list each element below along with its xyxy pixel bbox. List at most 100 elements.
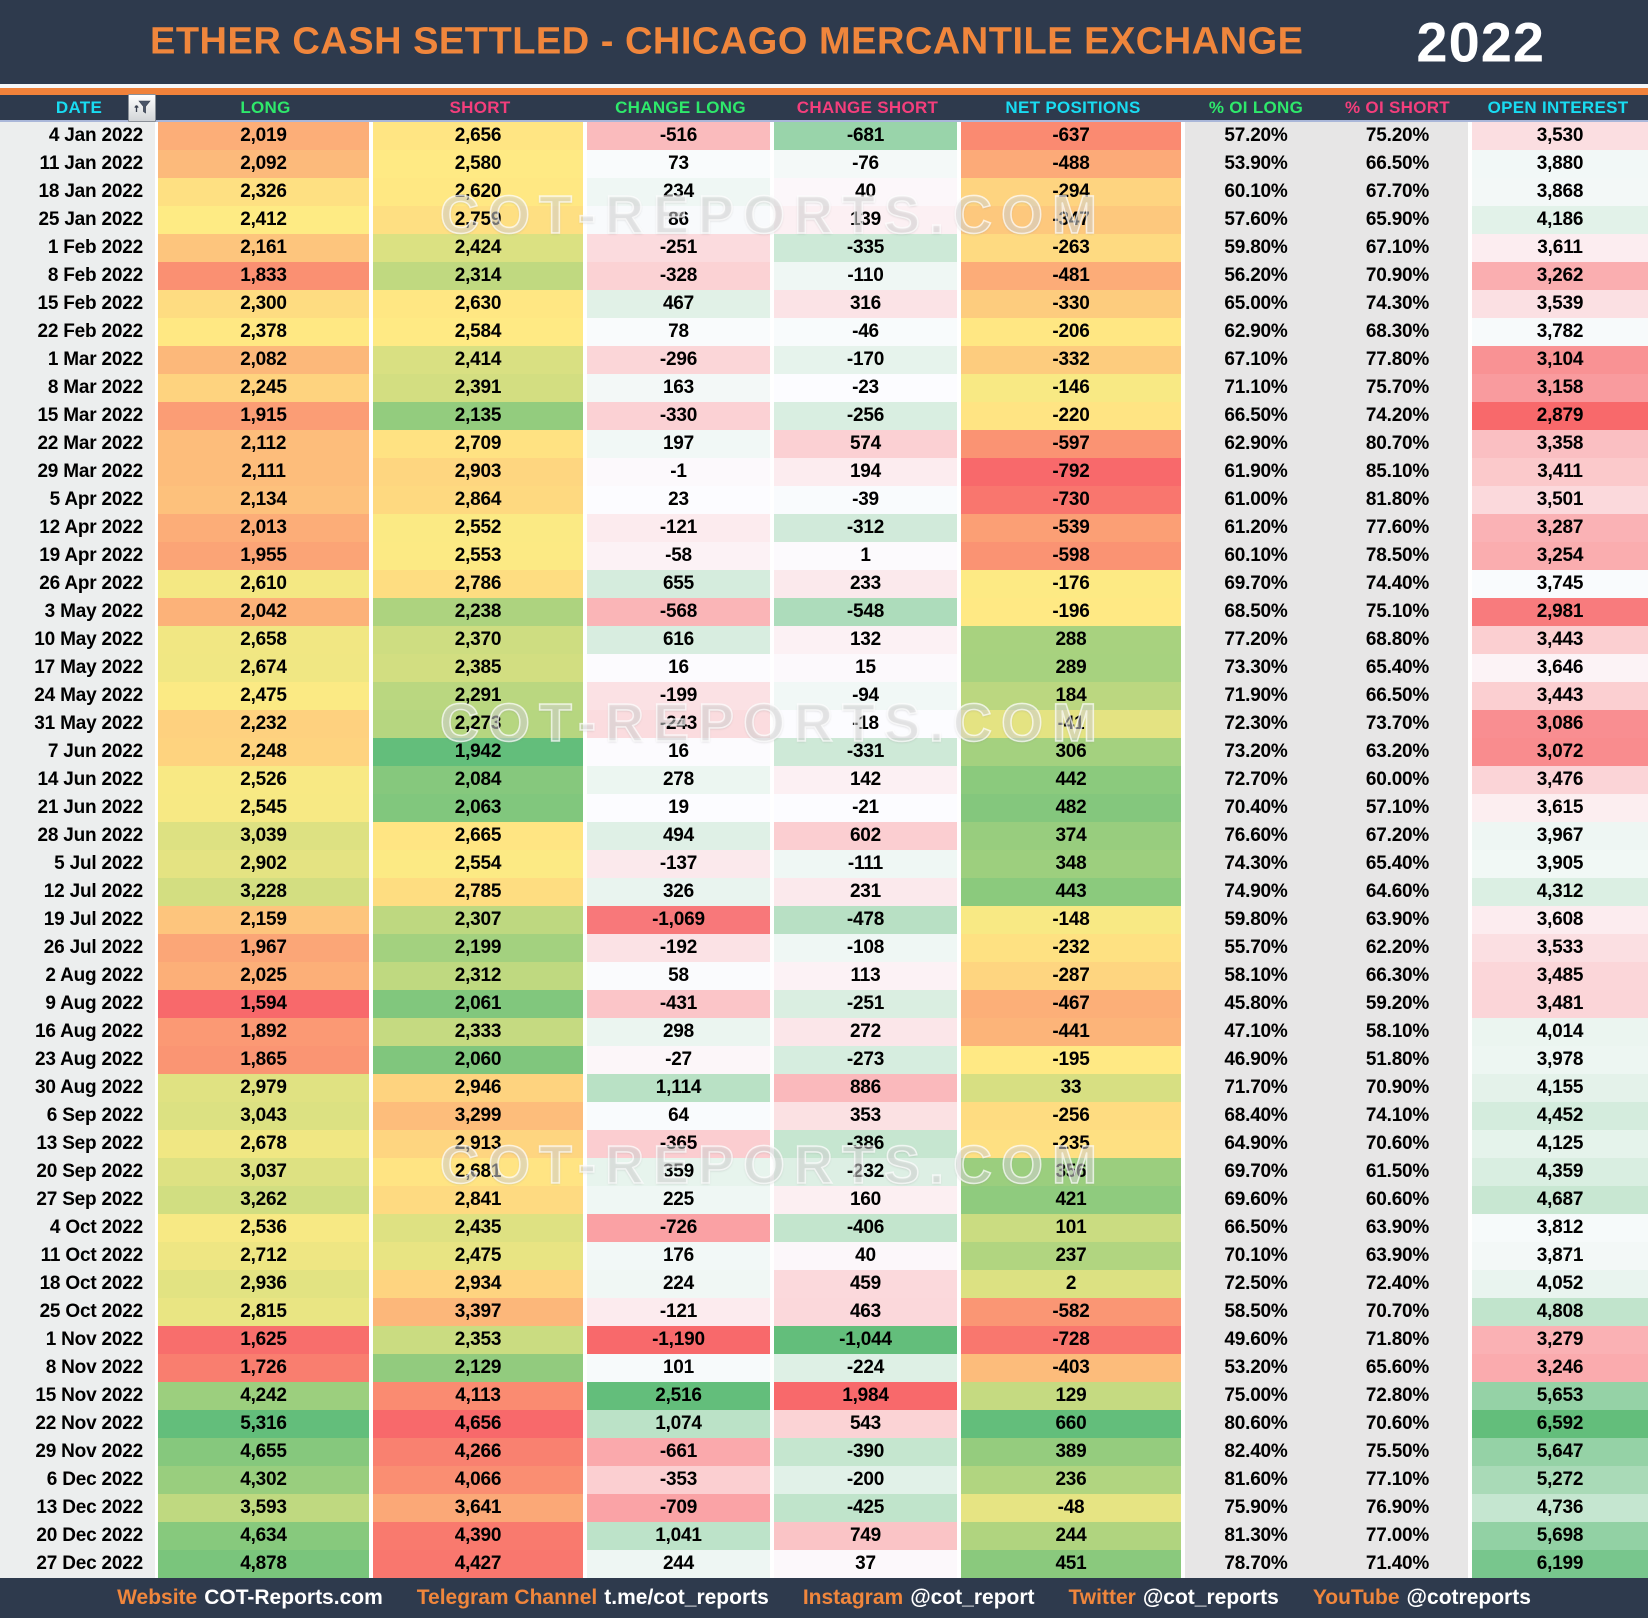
cell-net_positions: 451: [961, 1550, 1185, 1578]
cell-net_positions: -48: [961, 1494, 1185, 1522]
cell-open_interest: 3,782: [1468, 318, 1648, 346]
footer-link-twitter[interactable]: Twitter @cot_reports: [1069, 1586, 1279, 1610]
cell-long: 1,955: [158, 542, 373, 570]
cell-date: 12 Jul 2022: [0, 878, 158, 906]
cell-long: 2,042: [158, 598, 373, 626]
cell-long: 2,475: [158, 682, 373, 710]
table-row: 8 Nov 2022 1,726 2,129 101 -224 -403 53.20% 65.…: [0, 1354, 1648, 1382]
cell-long: 2,112: [158, 430, 373, 458]
cell-pct_oi_short: 67.70%: [1327, 178, 1468, 206]
footer-link-label: Twitter: [1068, 1586, 1136, 1609]
table-row: 6 Dec 2022 4,302 4,066 -353 -200 236 81.60% 77.…: [0, 1466, 1648, 1494]
cell-pct_oi_short: 77.80%: [1327, 346, 1468, 374]
cell-change_long: 2,516: [587, 1382, 774, 1410]
cell-open_interest: 3,745: [1468, 570, 1648, 598]
cell-open_interest: 3,481: [1468, 990, 1648, 1018]
cell-pct_oi_long: 49.60%: [1185, 1326, 1327, 1354]
cell-change_short: -256: [774, 402, 961, 430]
cell-long: 3,228: [158, 878, 373, 906]
cell-pct_oi_long: 66.50%: [1185, 1214, 1327, 1242]
cell-change_long: 467: [587, 290, 774, 318]
cell-net_positions: -347: [961, 206, 1185, 234]
cell-long: 1,892: [158, 1018, 373, 1046]
cell-change_long: 86: [587, 206, 774, 234]
cell-pct_oi_long: 68.50%: [1185, 598, 1327, 626]
cell-long: 2,159: [158, 906, 373, 934]
page-title: ETHER CASH SETTLED - CHICAGO MERCANTILE …: [150, 20, 1304, 63]
cell-date: 14 Jun 2022: [0, 766, 158, 794]
cell-pct_oi_short: 66.30%: [1327, 962, 1468, 990]
cell-long: 4,878: [158, 1550, 373, 1578]
cell-short: 2,333: [373, 1018, 587, 1046]
cell-change_short: -46: [774, 318, 961, 346]
cell-long: 2,082: [158, 346, 373, 374]
footer-link-telegram-channel[interactable]: Telegram Channel t.me/cot_reports: [417, 1586, 769, 1610]
cell-open_interest: 4,125: [1468, 1130, 1648, 1158]
cell-pct_oi_long: 53.20%: [1185, 1354, 1327, 1382]
cell-pct_oi_long: 72.50%: [1185, 1270, 1327, 1298]
cell-long: 2,815: [158, 1298, 373, 1326]
footer-link-instagram[interactable]: Instagram @cot_report: [803, 1586, 1035, 1610]
cell-long: 2,378: [158, 318, 373, 346]
filter-icon[interactable]: [128, 93, 156, 122]
cell-change_short: 37: [774, 1550, 961, 1578]
cell-pct_oi_short: 78.50%: [1327, 542, 1468, 570]
table-row: 8 Feb 2022 1,833 2,314 -328 -110 -481 56.20% 70…: [0, 262, 1648, 290]
cell-change_short: -681: [774, 122, 961, 150]
cell-open_interest: 3,476: [1468, 766, 1648, 794]
cell-change_short: 602: [774, 822, 961, 850]
cell-net_positions: 129: [961, 1382, 1185, 1410]
cell-short: 2,063: [373, 794, 587, 822]
column-header-date: DATE: [0, 93, 158, 122]
cell-open_interest: 3,443: [1468, 682, 1648, 710]
cell-net_positions: 356: [961, 1158, 1185, 1186]
cell-long: 2,712: [158, 1242, 373, 1270]
cell-short: 2,199: [373, 934, 587, 962]
cell-change_long: 23: [587, 486, 774, 514]
cell-change_short: 1: [774, 542, 961, 570]
cell-open_interest: 3,533: [1468, 934, 1648, 962]
cell-open_interest: 3,868: [1468, 178, 1648, 206]
cell-change_long: 1,074: [587, 1410, 774, 1438]
cell-date: 8 Nov 2022: [0, 1354, 158, 1382]
cell-short: 2,584: [373, 318, 587, 346]
cell-date: 18 Oct 2022: [0, 1270, 158, 1298]
cell-open_interest: 3,287: [1468, 514, 1648, 542]
cell-change_long: 1,041: [587, 1522, 774, 1550]
table-row: 31 May 2022 2,232 2,273 -243 -18 -41 72.30% 73.…: [0, 710, 1648, 738]
cell-short: 2,620: [373, 178, 587, 206]
cell-date: 22 Nov 2022: [0, 1410, 158, 1438]
table-row: 13 Sep 2022 2,678 2,913 -365 -386 -235 64.90% 7…: [0, 1130, 1648, 1158]
cell-net_positions: 237: [961, 1242, 1185, 1270]
cell-long: 1,915: [158, 402, 373, 430]
cell-date: 15 Mar 2022: [0, 402, 158, 430]
cell-change_short: -406: [774, 1214, 961, 1242]
cell-change_short: -1,044: [774, 1326, 961, 1354]
cell-long: 2,025: [158, 962, 373, 990]
cell-change_long: -709: [587, 1494, 774, 1522]
cell-net_positions: 101: [961, 1214, 1185, 1242]
cell-pct_oi_short: 81.80%: [1327, 486, 1468, 514]
cell-pct_oi_short: 60.60%: [1327, 1186, 1468, 1214]
cell-long: 3,037: [158, 1158, 373, 1186]
table-row: 14 Jun 2022 2,526 2,084 278 142 442 72.70% 60.0…: [0, 766, 1648, 794]
cell-pct_oi_short: 63.90%: [1327, 1214, 1468, 1242]
cell-pct_oi_short: 74.10%: [1327, 1102, 1468, 1130]
footer-link-youtube[interactable]: YouTube @cotreports: [1313, 1586, 1531, 1610]
cell-change_short: 15: [774, 654, 961, 682]
cell-net_positions: -730: [961, 486, 1185, 514]
cell-pct_oi_long: 47.10%: [1185, 1018, 1327, 1046]
cell-open_interest: 3,539: [1468, 290, 1648, 318]
footer-link-website[interactable]: Website COT-Reports.com: [117, 1586, 383, 1610]
cell-pct_oi_long: 62.90%: [1185, 430, 1327, 458]
table-row: 27 Sep 2022 3,262 2,841 225 160 421 69.60% 60.6…: [0, 1186, 1648, 1214]
cell-change_long: -568: [587, 598, 774, 626]
cell-net_positions: 389: [961, 1438, 1185, 1466]
table-row: 12 Jul 2022 3,228 2,785 326 231 443 74.90% 64.6…: [0, 878, 1648, 906]
cell-date: 6 Sep 2022: [0, 1102, 158, 1130]
cell-net_positions: 421: [961, 1186, 1185, 1214]
cell-change_short: -18: [774, 710, 961, 738]
cell-long: 2,902: [158, 850, 373, 878]
cell-pct_oi_long: 66.50%: [1185, 402, 1327, 430]
cell-date: 25 Oct 2022: [0, 1298, 158, 1326]
